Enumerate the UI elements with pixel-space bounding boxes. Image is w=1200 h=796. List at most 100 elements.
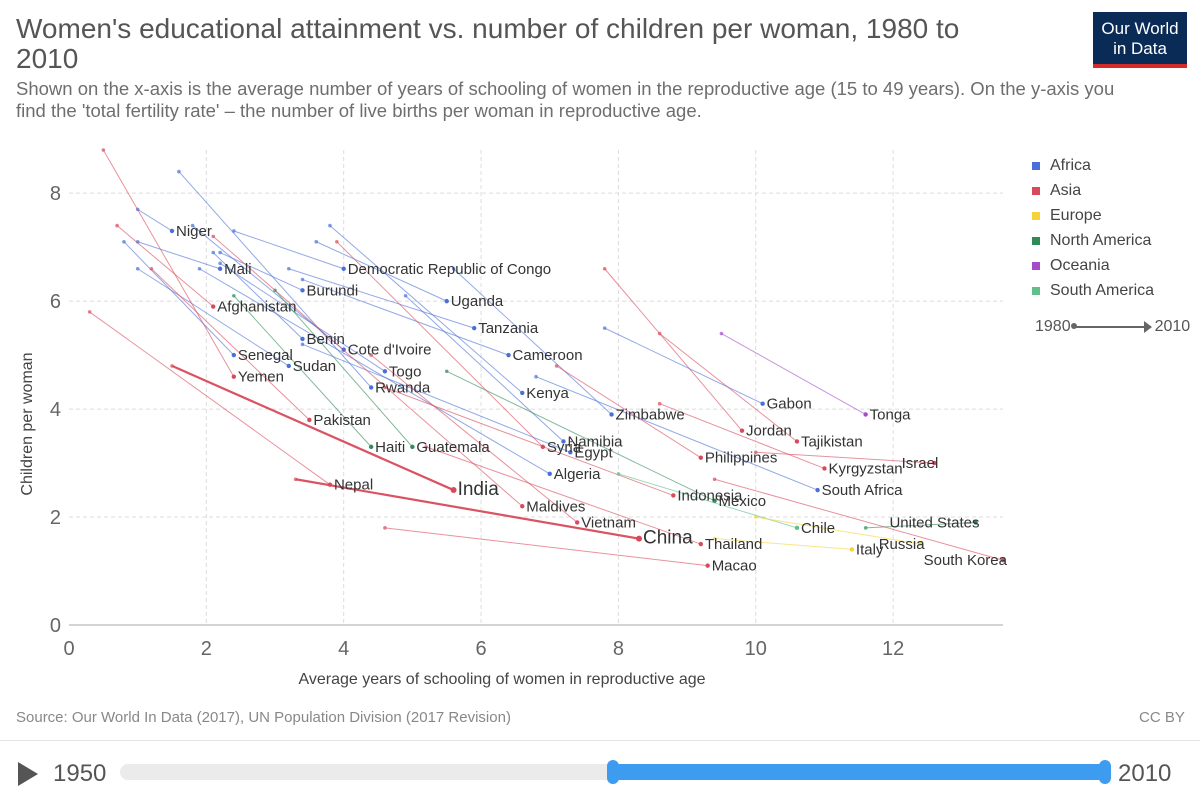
series-line-kenya[interactable] (329, 225, 523, 394)
end-point-uganda[interactable] (444, 298, 449, 304)
country-label-senegal[interactable]: Senegal (238, 347, 293, 364)
country-label-china[interactable]: China (643, 528, 693, 549)
end-point-democratic-republic-of-congo[interactable] (341, 266, 346, 271)
country-label-uganda[interactable]: Uganda (451, 293, 504, 310)
end-point-mali[interactable] (217, 266, 223, 271)
series-line-sudan[interactable] (137, 268, 290, 367)
series-line-thailand[interactable] (425, 446, 701, 545)
country-label-tonga[interactable]: Tonga (870, 406, 912, 423)
end-point-niger[interactable] (169, 228, 175, 234)
end-point-mexico[interactable] (712, 498, 717, 504)
end-point-namibia[interactable] (561, 439, 566, 444)
country-label-rwanda[interactable]: Rwanda (375, 380, 431, 397)
country-label-algeria[interactable]: Algeria (554, 466, 601, 483)
country-label-democratic-republic-of-congo[interactable]: Democratic Republic of Congo (348, 261, 551, 278)
country-label-haiti[interactable]: Haiti (375, 439, 405, 456)
end-point-cameroon[interactable] (506, 352, 511, 358)
series-line-india[interactable] (171, 364, 455, 492)
country-label-philippines[interactable]: Philippines (705, 450, 778, 467)
country-label-russia[interactable]: Russia (879, 536, 926, 553)
end-point-zimbabwe[interactable] (609, 412, 614, 417)
series-line-south-africa[interactable] (535, 376, 818, 491)
country-label-united-states[interactable]: United States (889, 514, 979, 531)
end-point-togo[interactable] (382, 369, 388, 374)
end-point-kyrgyzstan[interactable] (822, 466, 827, 471)
series-line-afghanistan[interactable] (116, 225, 214, 307)
series-line-jordan[interactable] (604, 268, 743, 432)
legend-item-africa[interactable]: Africa (1032, 153, 1197, 178)
end-point-china[interactable] (636, 535, 643, 542)
series-line-mali[interactable] (137, 241, 221, 270)
owid-logo[interactable]: Our World in Data (1093, 12, 1187, 68)
series-line-cameroon[interactable] (302, 279, 509, 356)
country-label-maldives[interactable]: Maldives (526, 498, 585, 515)
series-line-yemen[interactable] (102, 149, 235, 377)
end-point-pakistan[interactable] (307, 417, 312, 423)
legend-item-oceania[interactable]: Oceania (1032, 253, 1197, 278)
series-line-benin[interactable] (212, 252, 303, 340)
play-icon[interactable] (18, 762, 38, 786)
country-label-pakistan[interactable]: Pakistan (313, 412, 371, 429)
country-label-guatemala[interactable]: Guatemala (416, 439, 490, 456)
scatter-chart[interactable]: 0 2 4 6 8 0 2 4 6 8 10 12 Niger Democratic Republic … (0, 0, 1200, 700)
end-point-vietnam[interactable] (575, 520, 580, 525)
end-point-south-africa[interactable] (815, 487, 820, 493)
end-point-benin[interactable] (300, 336, 305, 342)
country-label-togo[interactable]: Togo (389, 363, 422, 380)
country-label-mali[interactable]: Mali (224, 261, 252, 278)
series-line-guatemala[interactable] (274, 290, 413, 448)
legend-item-europe[interactable]: Europe (1032, 203, 1197, 228)
series-line-philippines[interactable] (556, 365, 702, 459)
end-point-afghanistan[interactable] (211, 304, 216, 309)
end-point-indonesia[interactable] (671, 493, 676, 498)
end-point-guatemala[interactable] (410, 444, 415, 450)
country-label-chile[interactable]: Chile (801, 520, 835, 537)
end-point-israel[interactable] (932, 460, 937, 466)
series-line-israel[interactable] (755, 451, 935, 464)
legend-item-south-america[interactable]: South America (1032, 278, 1197, 303)
series-line-syria[interactable] (336, 241, 544, 448)
country-label-yemen[interactable]: Yemen (238, 369, 284, 386)
country-label-syria[interactable]: Syria (547, 439, 582, 456)
series-line-pakistan[interactable] (151, 268, 310, 421)
series-line-nepal[interactable] (89, 311, 331, 486)
series-line-kyrgyzstan[interactable] (659, 403, 825, 469)
series-line-namibia[interactable] (405, 295, 564, 442)
series-line-uganda[interactable] (316, 241, 447, 302)
series-line-russia[interactable] (755, 516, 921, 545)
end-point-rwanda[interactable] (368, 385, 374, 390)
country-label-tajikistan[interactable]: Tajikistan (801, 433, 863, 450)
end-point-haiti[interactable] (368, 444, 374, 450)
series-line-togo[interactable] (219, 262, 386, 372)
end-point-gabon[interactable] (760, 401, 765, 406)
series-line-algeria[interactable] (199, 268, 550, 475)
series-line-haiti[interactable] (233, 295, 372, 448)
country-label-cameroon[interactable]: Cameroon (513, 347, 583, 364)
series-line-niger[interactable] (137, 208, 173, 232)
license-link[interactable]: CC BY (1139, 709, 1185, 726)
country-label-sudan[interactable]: Sudan (293, 358, 336, 375)
end-point-tonga[interactable] (863, 412, 868, 417)
series-line-egypt[interactable] (302, 343, 571, 453)
country-label-thailand[interactable]: Thailand (705, 536, 763, 553)
slider-handle-end[interactable] (1099, 760, 1111, 784)
country-label-jordan[interactable]: Jordan (746, 423, 792, 440)
end-point-italy[interactable] (849, 547, 855, 552)
end-point-russia[interactable] (918, 541, 923, 547)
country-label-tanzania[interactable]: Tanzania (478, 320, 539, 337)
country-label-mexico[interactable]: Mexico (719, 493, 767, 510)
end-point-philippines[interactable] (698, 455, 704, 460)
country-label-vietnam[interactable]: Vietnam (581, 514, 636, 531)
country-label-south-korea[interactable]: South Korea (924, 552, 1008, 569)
country-label-zimbabwe[interactable]: Zimbabwe (616, 406, 685, 423)
end-point-yemen[interactable] (231, 374, 237, 379)
series-line-tonga[interactable] (721, 333, 866, 415)
series-line-tanzania[interactable] (288, 268, 475, 329)
end-point-india[interactable] (450, 487, 457, 494)
end-point-tajikistan[interactable] (794, 439, 800, 444)
slider-handle-start[interactable] (606, 760, 619, 784)
end-point-burundi[interactable] (300, 288, 305, 293)
series-line-south-korea[interactable] (714, 478, 1004, 561)
country-label-namibia[interactable]: Namibia (567, 433, 623, 450)
end-point-sudan[interactable] (286, 363, 291, 369)
